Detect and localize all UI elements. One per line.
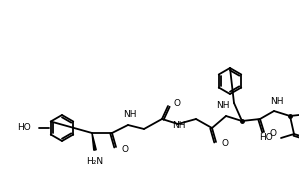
- Text: O: O: [221, 140, 228, 148]
- Text: HO: HO: [17, 123, 31, 132]
- Text: NH: NH: [270, 97, 284, 106]
- Text: O: O: [173, 100, 180, 108]
- Text: O: O: [269, 129, 276, 138]
- Text: HO: HO: [259, 134, 273, 142]
- Polygon shape: [92, 133, 96, 150]
- Text: NH: NH: [123, 110, 137, 119]
- Text: NH: NH: [172, 121, 186, 130]
- Text: NH: NH: [216, 101, 230, 110]
- Text: O: O: [121, 144, 128, 153]
- Text: H₂N: H₂N: [86, 157, 103, 166]
